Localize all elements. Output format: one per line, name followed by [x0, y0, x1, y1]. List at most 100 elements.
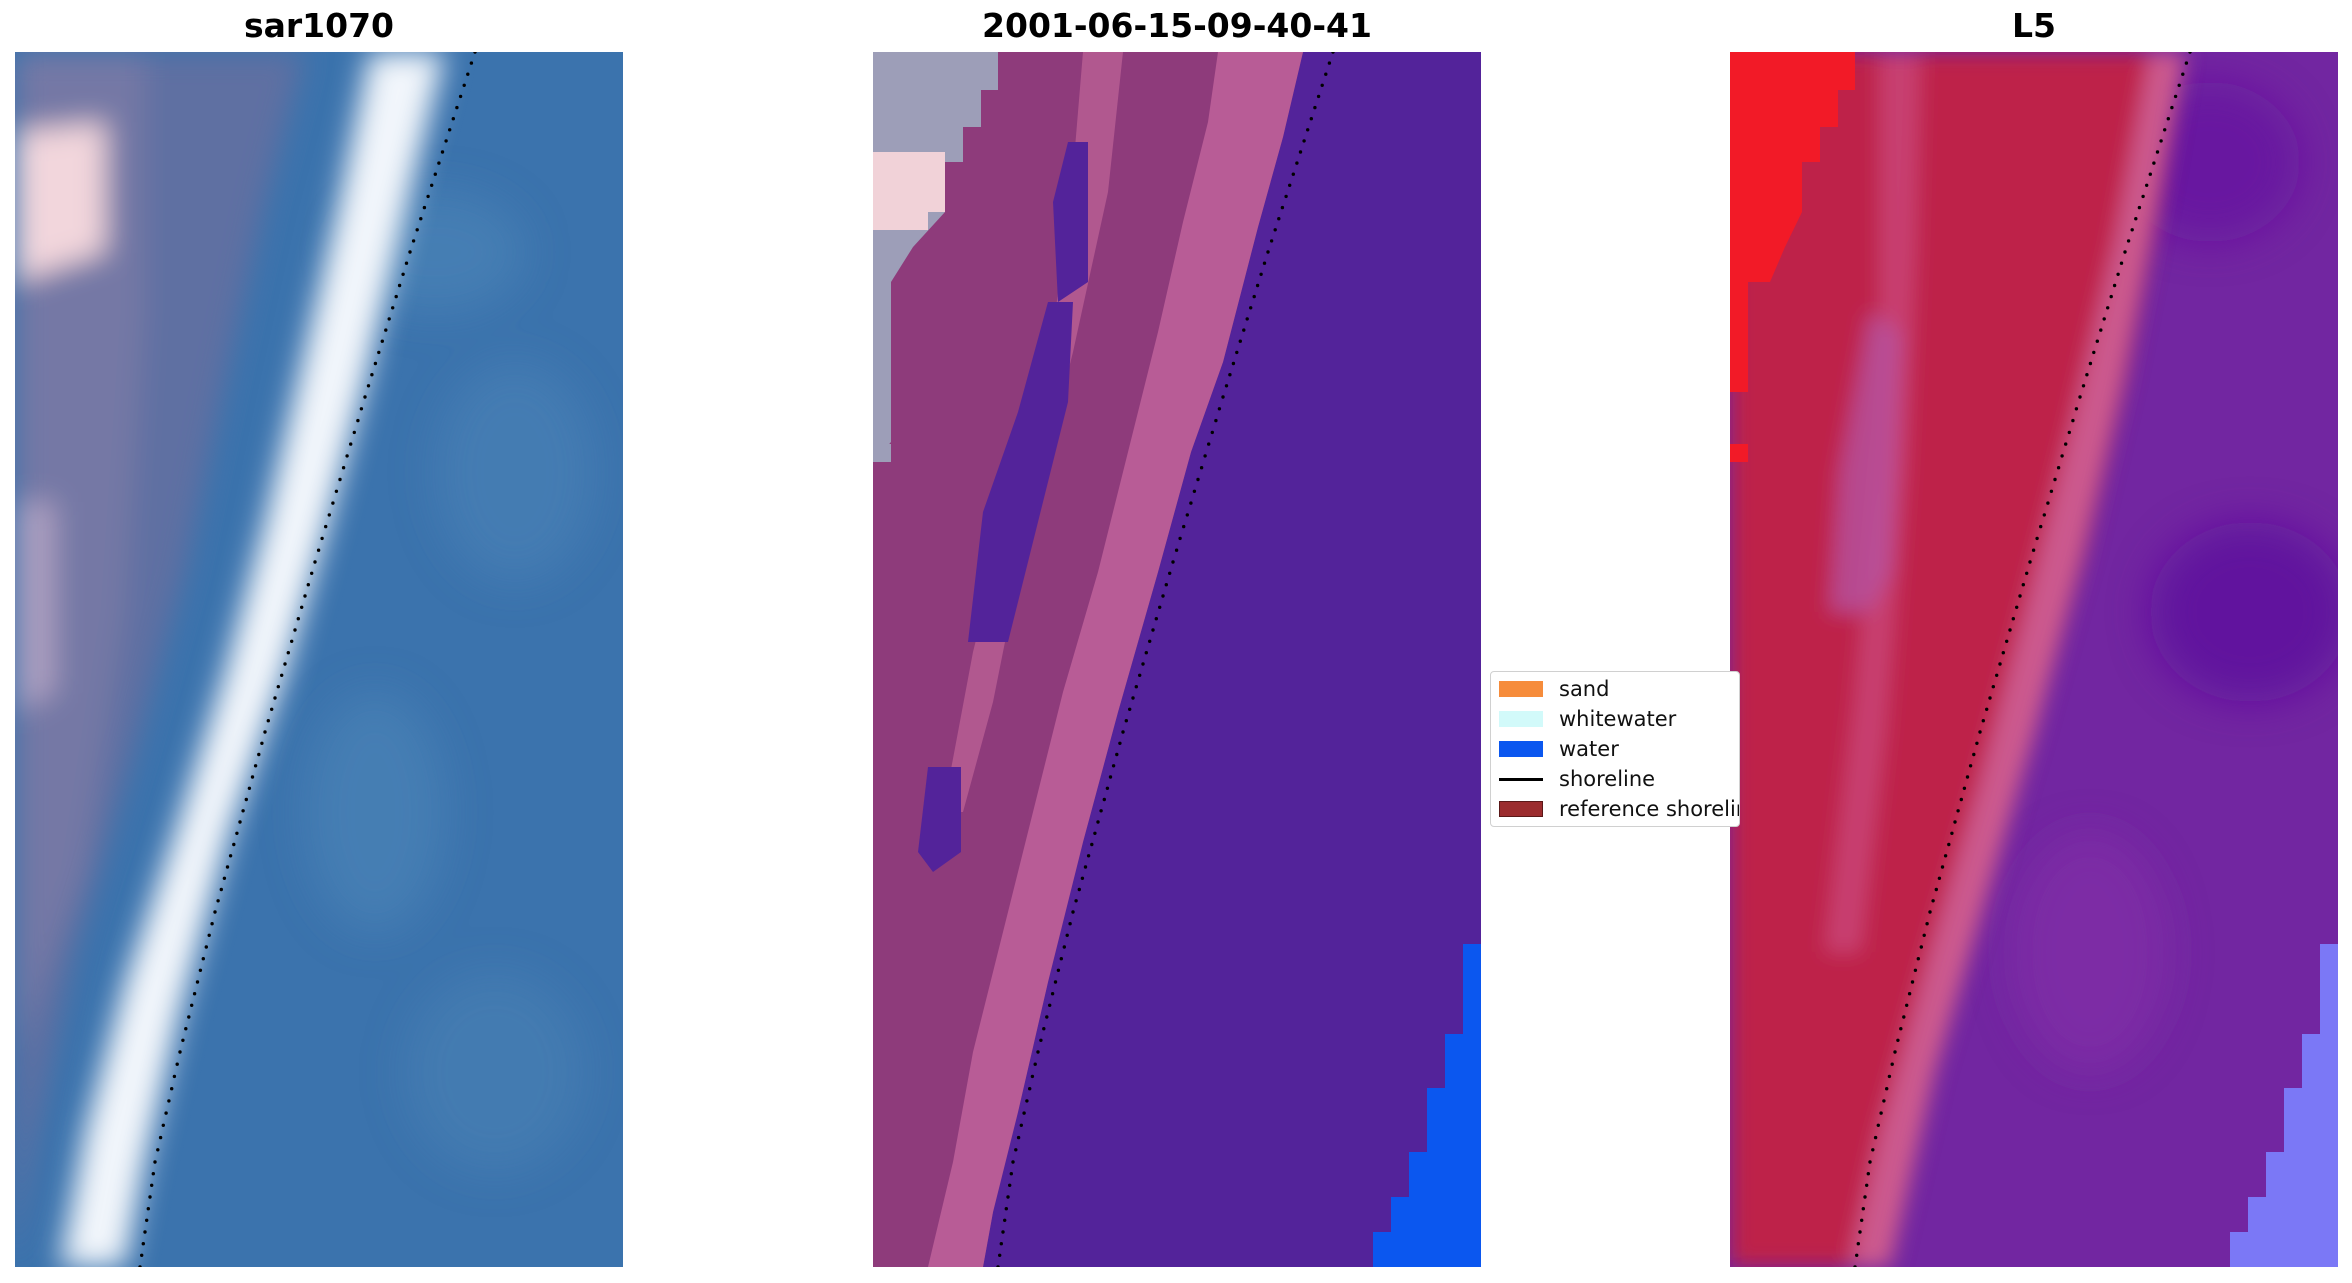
shoreline-dot	[2011, 617, 2015, 621]
shoreline-dot	[148, 1195, 152, 1199]
class-purple-patch-1	[1053, 142, 1088, 302]
shoreline-dot	[341, 466, 346, 470]
shoreline-dot	[2106, 306, 2110, 310]
shoreline-dot	[293, 628, 297, 632]
shoreline-dot	[170, 1087, 174, 1091]
shoreline-dot	[1151, 628, 1155, 632]
shoreline-dot	[1879, 1111, 1883, 1115]
shoreline-dot	[2155, 150, 2160, 154]
shoreline-dot	[1887, 1074, 1892, 1079]
shoreline-dot	[247, 786, 252, 790]
shoreline-dot	[1858, 1230, 1862, 1234]
shoreline-dot	[334, 489, 339, 493]
shoreline-dot	[164, 1111, 168, 1115]
shoreline-dot	[1189, 501, 1193, 505]
shoreline-dot	[2137, 205, 2142, 210]
shoreline-dot	[1928, 910, 1932, 914]
shoreline-dot	[1068, 922, 1072, 926]
shoreline-dot	[1876, 1123, 1880, 1128]
shoreline-dot	[1074, 899, 1078, 903]
shoreline-dot	[219, 887, 223, 892]
shoreline-dots	[1853, 52, 2192, 1267]
shoreline-dot	[1885, 1087, 1889, 1091]
shoreline-dot	[415, 228, 419, 232]
shoreline-dot	[1284, 194, 1288, 199]
shoreline-dot	[270, 707, 274, 711]
shoreline-dot	[145, 1218, 149, 1223]
shoreline-dot	[2042, 513, 2046, 517]
shoreline-dot	[303, 594, 307, 598]
shoreline-dot	[1203, 454, 1207, 458]
shoreline-dot	[2102, 317, 2106, 321]
shoreline-dot	[2173, 94, 2178, 99]
shoreline-dot	[1224, 384, 1229, 388]
shoreline-dot	[1014, 1148, 1018, 1152]
shoreline-dot	[1096, 820, 1100, 824]
shoreline-dot	[2021, 583, 2025, 587]
shoreline-dot	[1185, 513, 1189, 517]
shoreline-dot	[1138, 673, 1142, 677]
shoreline-dot	[998, 1253, 1002, 1258]
shoreline-dot	[1221, 395, 1225, 399]
legend-swatch-shoreline	[1499, 777, 1543, 781]
shoreline-dot	[1981, 719, 1985, 723]
shoreline-dot	[1931, 899, 1935, 903]
shoreline-dot	[1975, 741, 1979, 745]
shoreline-dot	[1962, 786, 1967, 790]
shoreline-dot	[2134, 217, 2138, 221]
shoreline-dot	[313, 560, 317, 564]
shoreline-dot	[1277, 217, 1281, 221]
shoreline-dot	[1099, 809, 1103, 813]
shoreline-dot	[1907, 992, 1912, 996]
shoreline-dot	[250, 775, 255, 779]
shoreline-dot	[213, 910, 217, 914]
shoreline-dot	[2005, 639, 2009, 643]
shoreline-dot	[1056, 968, 1061, 972]
shoreline-dot	[2123, 250, 2127, 254]
shoreline-dot	[140, 1253, 144, 1258]
shoreline-dot	[1865, 1183, 1869, 1188]
shoreline-dot	[1950, 831, 1954, 835]
shoreline-dot	[2130, 228, 2134, 232]
shoreline-dot	[257, 752, 261, 757]
shoreline-dot	[384, 328, 388, 332]
shoreline-dot	[151, 1172, 155, 1176]
shoreline-dot	[1899, 1027, 1903, 1031]
shoreline-dot	[2148, 172, 2152, 176]
shoreline-dot	[2018, 594, 2022, 598]
class-pink-band	[928, 52, 1303, 1267]
shoreline-dot	[370, 373, 374, 377]
shoreline-dot	[1306, 128, 1310, 132]
shoreline-dot	[363, 395, 367, 399]
shoreline-dot	[1252, 294, 1256, 299]
shoreline-dot	[2159, 139, 2163, 143]
shoreline-dot	[352, 430, 356, 435]
shoreline-dot	[201, 957, 205, 961]
legend-label-shoreline: shoreline	[1559, 767, 1656, 791]
shoreline-dot	[1972, 752, 1976, 757]
shoreline-dot	[366, 384, 371, 388]
legend-swatch-whitewater	[1499, 711, 1543, 727]
shoreline-dot	[1022, 1111, 1026, 1115]
shoreline-dot	[1011, 1160, 1015, 1164]
legend-label-whitewater: whitewater	[1559, 707, 1677, 731]
shoreline-dot	[1947, 842, 1951, 847]
shoreline-dot	[1128, 707, 1132, 711]
shoreline-dot	[1910, 980, 1915, 984]
shoreline-dot	[2074, 407, 2079, 411]
shoreline-dot	[2152, 161, 2156, 165]
shoreline-dot	[394, 294, 398, 299]
classification-panel	[873, 52, 1481, 1267]
shoreline-dot	[1134, 685, 1138, 689]
shoreline-dot	[1978, 730, 1982, 734]
shoreline-dot	[1090, 842, 1094, 847]
shoreline-dot	[1108, 775, 1113, 779]
shoreline-dot	[999, 1242, 1003, 1246]
shoreline-dot	[178, 1050, 182, 1054]
shoreline-dot	[2078, 395, 2082, 399]
shoreline-dot	[222, 876, 227, 880]
shoreline-dot	[426, 194, 430, 199]
shoreline-dot	[404, 261, 409, 265]
shoreline-dot	[455, 105, 459, 110]
shoreline-dot	[1174, 548, 1179, 552]
